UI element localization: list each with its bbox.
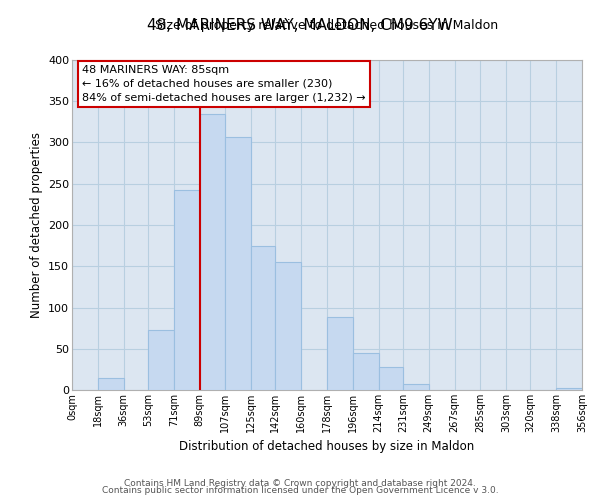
Bar: [275, 262, 301, 390]
Bar: [199, 114, 225, 390]
Title: Size of property relative to detached houses in Maldon: Size of property relative to detached ho…: [155, 20, 499, 32]
Bar: [353, 353, 379, 390]
Bar: [379, 367, 403, 390]
Text: Contains public sector information licensed under the Open Government Licence v : Contains public sector information licen…: [101, 486, 499, 495]
Bar: [98, 378, 124, 390]
Bar: [225, 136, 251, 390]
Text: 48, MARINERS WAY, MALDON, CM9 6YW: 48, MARINERS WAY, MALDON, CM9 6YW: [147, 18, 453, 32]
Bar: [403, 384, 429, 390]
Bar: [556, 388, 582, 390]
Text: 48 MARINERS WAY: 85sqm
← 16% of detached houses are smaller (230)
84% of semi-de: 48 MARINERS WAY: 85sqm ← 16% of detached…: [82, 65, 366, 103]
Bar: [327, 318, 353, 390]
Bar: [174, 190, 199, 390]
Bar: [148, 330, 174, 390]
Bar: [251, 246, 275, 390]
X-axis label: Distribution of detached houses by size in Maldon: Distribution of detached houses by size …: [179, 440, 475, 454]
Text: Contains HM Land Registry data © Crown copyright and database right 2024.: Contains HM Land Registry data © Crown c…: [124, 478, 476, 488]
Y-axis label: Number of detached properties: Number of detached properties: [29, 132, 43, 318]
